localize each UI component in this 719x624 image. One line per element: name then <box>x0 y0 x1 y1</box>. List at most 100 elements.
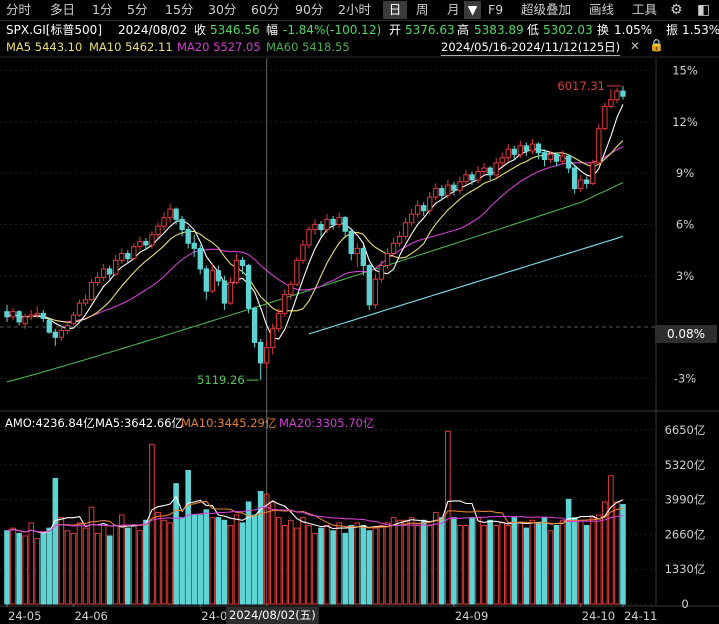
volume-bar <box>511 517 518 605</box>
volume-bar <box>565 498 572 605</box>
tab-multi-day[interactable]: 多日 <box>50 2 76 17</box>
volume-bar <box>475 517 481 605</box>
volume-bar <box>408 517 415 605</box>
tab-f9[interactable]: F9 <box>488 2 504 17</box>
candle-body <box>463 174 469 183</box>
price-tick-label: -3% <box>674 371 696 385</box>
volume-bar <box>451 517 457 605</box>
volume-bar <box>155 511 161 605</box>
amo-ma10-label: MA10:3445.29亿 <box>181 416 277 430</box>
candle-body <box>614 90 620 101</box>
volume-bar <box>10 527 16 605</box>
volume-bar <box>457 525 463 605</box>
tab-daily[interactable]: 日 <box>383 1 407 19</box>
super-overlay-button[interactable]: 超级叠加 <box>521 2 572 17</box>
volume-bar <box>360 525 367 605</box>
candle-body <box>70 314 77 325</box>
candle-body <box>372 278 379 306</box>
candle-body <box>113 259 119 275</box>
volume-bar <box>282 525 288 605</box>
volume-tick-label: 2660亿 <box>665 527 706 541</box>
candle-body <box>294 259 300 285</box>
candle-body <box>245 264 252 309</box>
tab-weekly[interactable]: 周 <box>416 2 429 17</box>
volume-tick-label: 5320亿 <box>665 458 706 472</box>
tools-button[interactable]: 工具 <box>632 2 658 17</box>
quote-date: 2024/08/02 <box>118 23 188 37</box>
volume-bar <box>125 527 131 605</box>
candle-body <box>475 170 481 181</box>
candle-body <box>469 174 475 181</box>
candle-body <box>264 347 270 364</box>
candle-body <box>318 223 324 231</box>
candle-body <box>608 99 614 107</box>
candle-body <box>179 218 185 231</box>
candle-body <box>46 319 52 333</box>
volume-bar <box>263 493 270 605</box>
volume-bar <box>269 501 276 605</box>
volume-bar <box>191 514 198 605</box>
period-dropdown-icon[interactable]: ▼ <box>464 1 481 19</box>
tab-intraday[interactable]: 分时 <box>6 2 32 17</box>
volume-bar <box>318 527 324 605</box>
candle-body <box>378 264 385 280</box>
candle-body <box>94 276 101 284</box>
volume-tick-label: 3990亿 <box>665 493 706 507</box>
symbol-label: SPX.GI[标普500] <box>6 23 102 37</box>
candle-body <box>215 270 222 282</box>
layout-icon[interactable]: ◧ <box>697 2 711 18</box>
tab-5min[interactable]: 5分 <box>127 2 148 17</box>
ma120-line <box>308 235 624 335</box>
x-tick-label: 24-11 <box>624 609 657 623</box>
open-label: 开 <box>389 23 402 37</box>
candle-body <box>414 205 421 215</box>
candle-body <box>511 148 517 155</box>
volume-bar <box>106 535 113 605</box>
amplitude-label: 振 <box>666 23 679 37</box>
candle-body <box>354 247 360 255</box>
high-annotation: 6017.31 <box>557 79 605 93</box>
candle-body <box>421 205 427 212</box>
draw-line-button[interactable]: 画线 <box>589 2 615 17</box>
volume-bar <box>161 519 167 605</box>
volume-bar <box>481 525 487 605</box>
lock-icon[interactable]: 🔒 <box>649 38 664 52</box>
date-range-selector[interactable]: 2024/05/16-2024/11/12(125日) <box>441 40 621 56</box>
tab-1min[interactable]: 1分 <box>92 2 113 17</box>
candle-body <box>137 241 143 248</box>
turnover-label: 换 <box>597 23 610 37</box>
candle-body <box>390 242 397 255</box>
volume-bar <box>553 525 560 605</box>
close-icon[interactable]: ✕ <box>630 39 641 53</box>
volume-bar <box>251 514 258 605</box>
candle-body <box>52 331 59 338</box>
tab-90min[interactable]: 90分 <box>295 2 324 17</box>
candle-body <box>191 242 197 249</box>
candle-body <box>28 314 34 318</box>
volume-bar <box>203 509 210 605</box>
tab-2hour[interactable]: 2小时 <box>338 2 371 17</box>
candle-body <box>107 268 113 275</box>
volume-bar <box>227 525 234 605</box>
candle-body <box>155 225 161 236</box>
tab-60min[interactable]: 60分 <box>251 2 280 17</box>
volume-bar <box>100 525 107 605</box>
volume-bar <box>239 522 246 605</box>
volume-bar <box>330 530 336 605</box>
volume-bar <box>312 532 318 605</box>
candle-body <box>233 259 240 284</box>
volume-bar <box>402 519 409 605</box>
candle-body <box>523 145 530 152</box>
tab-monthly[interactable]: 月 <box>447 2 460 17</box>
candle-body <box>288 283 294 296</box>
volume-bar <box>493 525 499 605</box>
volume-bar <box>499 522 505 605</box>
settings-icon[interactable]: ⚙ <box>670 2 683 18</box>
candle-body <box>402 222 409 237</box>
x-tick-label: 24-06 <box>74 609 107 623</box>
tab-15min[interactable]: 15分 <box>165 2 194 17</box>
volume-bar <box>420 519 427 605</box>
tab-30min[interactable]: 30分 <box>208 2 237 17</box>
candle-body <box>336 217 342 225</box>
